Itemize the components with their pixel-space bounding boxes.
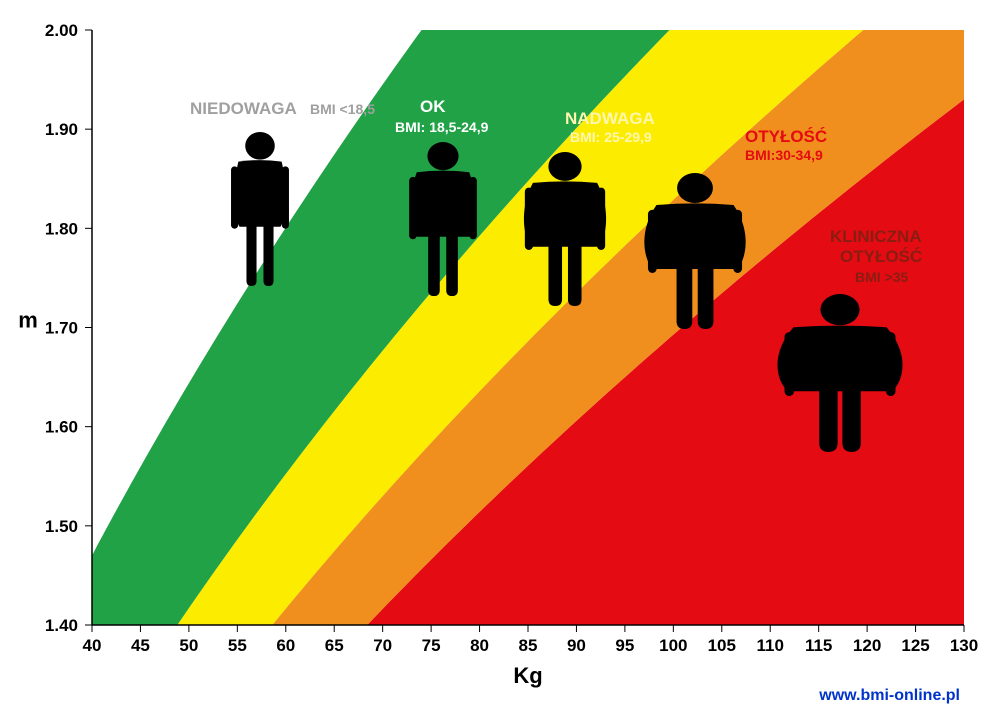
x-tick-label: 90 [567, 636, 586, 655]
zone-label-obese-sub: BMI:30-34,9 [745, 147, 823, 163]
x-tick-label: 100 [659, 636, 687, 655]
y-tick-label: 1.60 [45, 418, 78, 437]
x-tick-label: 110 [757, 636, 784, 655]
y-axis-label: m [18, 308, 38, 333]
zone-label-clinical-title2: OTYŁOŚĆ [840, 247, 922, 266]
zone-label-ok-sub: BMI: 18,5-24,9 [395, 119, 489, 135]
x-tick-label: 75 [422, 636, 441, 655]
x-tick-label: 95 [615, 636, 634, 655]
zone-label-ok-title: OK [420, 97, 446, 116]
x-tick-label: 130 [950, 636, 978, 655]
x-tick-label: 40 [83, 636, 102, 655]
footer-url[interactable]: www.bmi-online.pl [818, 687, 960, 704]
x-tick-label: 50 [179, 636, 198, 655]
x-tick-label: 55 [228, 636, 247, 655]
x-tick-label: 80 [470, 636, 489, 655]
x-tick-label: 125 [901, 636, 929, 655]
bmi-chart: 40 45 50 55 60 65 70 75 80 85 90 95 100 105 110 115 120 1… [0, 0, 1000, 710]
zone-label-clinical-sub: BMI >35 [855, 269, 909, 285]
x-tick-label: 115 [805, 636, 832, 655]
zone-label-overweight-title: NADWAGA [565, 109, 655, 128]
zone-label-clinical-title1: KLINICZNA [830, 227, 922, 246]
zone-label-obese-title: OTYŁOŚĆ [745, 127, 827, 146]
x-tick-label: 65 [325, 636, 344, 655]
y-tick-label: 2.00 [45, 21, 78, 40]
y-tick-label: 1.40 [45, 616, 78, 635]
x-axis-label: Kg [513, 663, 542, 688]
x-tick-label: 60 [276, 636, 295, 655]
y-tick-label: 1.90 [45, 120, 78, 139]
x-tick-label: 70 [373, 636, 392, 655]
x-tick-label: 85 [519, 636, 538, 655]
y-tick-label: 1.50 [45, 517, 78, 536]
y-tick-label: 1.70 [45, 319, 78, 338]
x-tick-label: 120 [853, 636, 881, 655]
x-tick-label: 105 [708, 636, 736, 655]
y-tick-label: 1.80 [45, 219, 78, 238]
x-tick-label: 45 [131, 636, 150, 655]
zone-label-underweight-sub: BMI <18,5 [310, 101, 375, 117]
zone-label-overweight-sub: BMI: 25-29,9 [570, 129, 652, 145]
zone-label-underweight-title: NIEDOWAGA [190, 99, 297, 118]
